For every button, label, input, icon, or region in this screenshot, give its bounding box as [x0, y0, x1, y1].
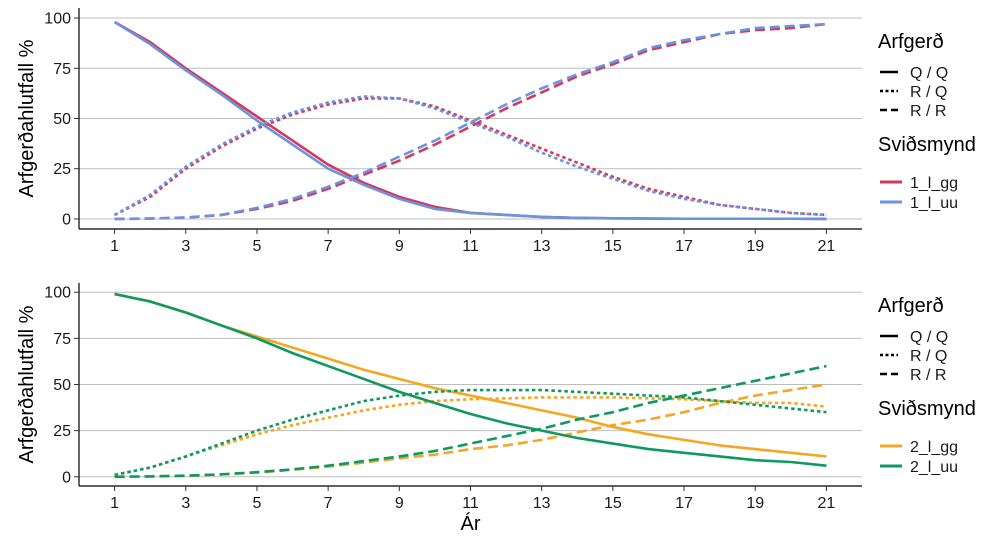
- series-line-1_l_uu-Q-Q: [113, 20, 827, 221]
- legend-title-scenario: Sviðsmynd: [878, 398, 976, 420]
- y-tick-label: 75: [53, 61, 71, 78]
- legend-label-genotype: R / R: [910, 103, 946, 120]
- y-tick-label: 0: [62, 469, 71, 486]
- series-line-1_l_gg-Q-Q: [113, 20, 827, 221]
- x-tick-label: 9: [395, 238, 404, 255]
- x-tick-label: 15: [604, 238, 622, 255]
- x-tick-label: 21: [818, 238, 836, 255]
- x-tick-label: 5: [253, 238, 262, 255]
- legend-label-genotype: R / Q: [910, 84, 947, 101]
- y-tick-label: 100: [44, 11, 71, 28]
- y-tick-label: 25: [53, 423, 71, 440]
- legend-label-scenario: 2_l_gg: [910, 439, 958, 456]
- x-tick-label: 11: [462, 495, 479, 512]
- y-tick-label: 100: [44, 285, 71, 302]
- legend-label-genotype: R / Q: [910, 348, 947, 365]
- x-tick-label: 17: [675, 495, 693, 512]
- x-tick-label: 11: [462, 238, 479, 255]
- series-line-2_l_uu-R-Q: [114, 388, 827, 477]
- legend-title-genotype: Arfgerð: [878, 31, 944, 53]
- x-tick-label: 19: [746, 238, 764, 255]
- series-line-2_l_uu-Q-Q: [114, 292, 827, 467]
- series-line-1_l_gg-R-Q: [114, 97, 827, 217]
- y-axis-title: Arfgerðahlutfall %: [16, 305, 38, 463]
- x-tick-label: 7: [324, 495, 333, 512]
- series-line-2_l_gg-Q-Q: [114, 292, 827, 458]
- legend-label-scenario: 1_l_uu: [910, 195, 958, 212]
- x-tick-label: 21: [818, 495, 836, 512]
- legend-label-scenario: 1_l_gg: [910, 175, 958, 192]
- y-tick-label: 0: [62, 211, 71, 228]
- x-tick-label: 13: [533, 238, 551, 255]
- x-tick-label: 15: [604, 495, 622, 512]
- legend-label-genotype: Q / Q: [910, 329, 948, 346]
- series-line-1_l_gg-R-R: [114, 22, 827, 221]
- series-line-2_l_uu-R-R: [114, 364, 827, 479]
- y-tick-label: 50: [53, 111, 71, 128]
- series-line-1_l_uu-R-R: [114, 22, 827, 221]
- series-line-1_l_uu-R-Q: [113, 95, 827, 217]
- x-tick-label: 1: [110, 495, 119, 512]
- x-tick-label: 9: [395, 495, 404, 512]
- x-tick-label: 3: [181, 495, 190, 512]
- y-tick-label: 75: [53, 331, 71, 348]
- y-axis-title: Arfgerðahlutfall %: [16, 39, 38, 197]
- x-tick-label: 3: [181, 238, 190, 255]
- legend-label-scenario: 2_l_uu: [910, 459, 958, 476]
- legend-title-genotype: Arfgerð: [878, 295, 944, 317]
- x-tick-label: 1: [110, 238, 119, 255]
- x-tick-label: 13: [533, 495, 551, 512]
- x-tick-label: 5: [253, 495, 262, 512]
- legend-label-genotype: R / R: [910, 367, 946, 384]
- x-axis-title: Ár: [461, 512, 481, 535]
- x-tick-label: 19: [746, 495, 764, 512]
- x-tick-label: 17: [675, 238, 693, 255]
- y-tick-label: 50: [53, 377, 71, 394]
- y-tick-label: 25: [53, 161, 71, 178]
- legend-label-genotype: Q / Q: [910, 65, 948, 82]
- x-tick-label: 7: [324, 238, 333, 255]
- series-line-2_l_gg-R-Q: [114, 396, 827, 477]
- legend-title-scenario: Sviðsmynd: [878, 134, 976, 156]
